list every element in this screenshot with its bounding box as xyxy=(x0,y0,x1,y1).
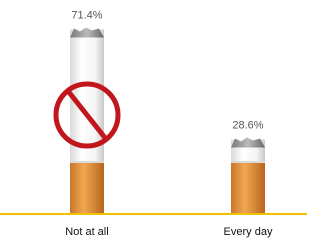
value-label: 71.4% xyxy=(71,9,102,21)
cigarette-filter xyxy=(231,163,265,213)
filter-band xyxy=(231,161,265,163)
category-label: Not at all xyxy=(65,226,108,238)
filter-band xyxy=(70,161,104,163)
cigarette-ash xyxy=(70,28,104,38)
cigarette-ash xyxy=(231,137,265,147)
cigarette-filter xyxy=(70,163,104,213)
chart: 71.4% Not at all 28.6% Every day xyxy=(0,0,307,242)
value-label: 28.6% xyxy=(232,119,263,131)
category-label: Every day xyxy=(224,226,273,238)
